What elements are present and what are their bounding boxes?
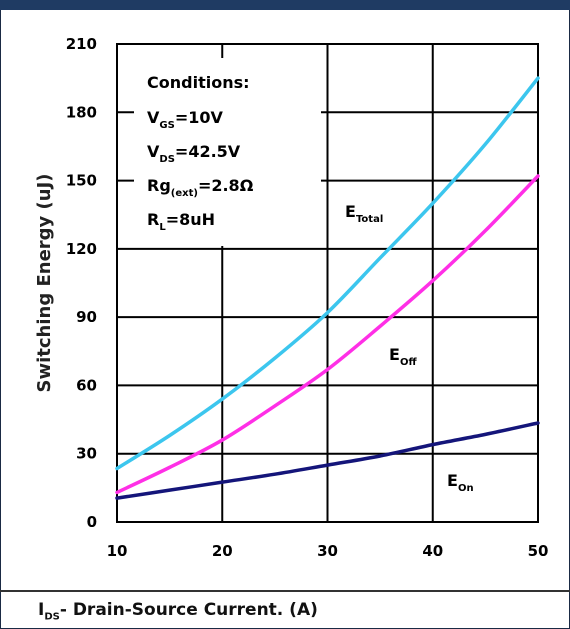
x-tick-label: 10 bbox=[107, 542, 128, 560]
condition-line: VGS=10V bbox=[147, 108, 223, 131]
footer-divider bbox=[0, 590, 570, 592]
condition-line: VDS=42.5V bbox=[147, 142, 241, 165]
series-label-on: EOn bbox=[447, 471, 474, 494]
switching-energy-chart: 0 30 60 90 120 150 180 210 10 20 30 40 50 Switching E… bbox=[34, 35, 549, 560]
y-tick-label: 210 bbox=[66, 35, 97, 53]
x-tick-label: 20 bbox=[212, 542, 233, 560]
y-tick-label: 120 bbox=[66, 240, 97, 258]
y-tick-label: 0 bbox=[87, 513, 97, 531]
conditions-box bbox=[134, 58, 321, 246]
series-line-total bbox=[115, 76, 540, 471]
x-axis-title: IDS- Drain-Source Current. (A) bbox=[38, 600, 318, 623]
series-line-off bbox=[115, 174, 540, 495]
series-label-total: ETotal bbox=[345, 202, 383, 225]
y-tick-label: 60 bbox=[76, 376, 97, 394]
series-label-off: EOff bbox=[389, 345, 417, 368]
x-tick-label: 30 bbox=[317, 542, 338, 560]
series-line-on bbox=[115, 421, 540, 500]
header-bar bbox=[0, 0, 570, 10]
y-tick-label: 30 bbox=[76, 445, 97, 463]
condition-line: Rg(ext)=2.8Ω bbox=[147, 176, 254, 199]
y-tick-label: 180 bbox=[66, 103, 97, 121]
y-tick-label: 150 bbox=[66, 172, 97, 190]
y-tick-label: 90 bbox=[76, 308, 97, 326]
y-axis-title: Switching Energy (uJ) bbox=[34, 173, 55, 392]
x-tick-label: 40 bbox=[422, 542, 443, 560]
x-tick-label: 50 bbox=[528, 542, 549, 560]
condition-line: RL=8uH bbox=[147, 210, 215, 233]
conditions-title: Conditions: bbox=[147, 73, 250, 92]
